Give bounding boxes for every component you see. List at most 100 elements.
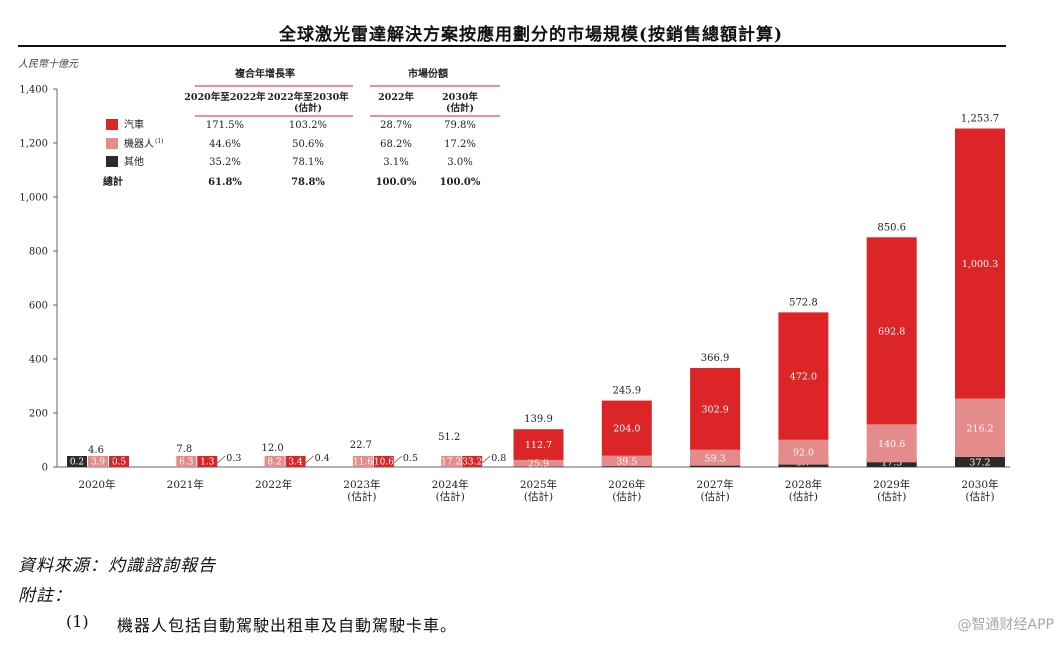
- bar-total-label: 4.6: [88, 445, 104, 456]
- total-row-value: 100.0%: [376, 177, 417, 188]
- legend-swatch: [106, 138, 118, 149]
- x-tick-label: 2023年: [343, 478, 380, 491]
- y-tick-label: 1,400: [19, 85, 48, 96]
- leader-line: [108, 455, 120, 464]
- bar-value-label: 10.6: [374, 458, 394, 468]
- bar-total-label: 1,253.7: [961, 114, 999, 125]
- bar-segment-auto: [866, 237, 917, 425]
- y-tick-label: 400: [29, 355, 48, 366]
- y-tick-label: 1,000: [19, 193, 48, 204]
- total-row-value: 61.8%: [208, 177, 242, 188]
- table-value: 79.8%: [444, 120, 476, 131]
- x-tick-sublabel: (估計): [877, 490, 906, 503]
- table-value: 103.2%: [289, 120, 327, 131]
- x-tick-label: 2024年: [432, 478, 469, 491]
- bar-value-label: 1,000.3: [962, 259, 998, 270]
- title-rule: [18, 45, 1006, 47]
- chart-title: 全球激光雷達解決方案按應用劃分的市場規模(按銷售總額計算): [278, 25, 784, 45]
- other-value-label: 0.8: [491, 453, 506, 464]
- other-value-label: 0.3: [226, 453, 241, 464]
- x-tick-label: 2020年: [78, 478, 115, 491]
- bar-segment-robot: [690, 449, 741, 466]
- bar-segment-auto: [462, 456, 483, 467]
- x-tick-label: 2028年: [785, 478, 822, 491]
- bar-total-label: 22.7: [350, 440, 372, 451]
- table-value: 17.2%: [444, 139, 476, 150]
- bar-value-label: 216.2: [966, 423, 993, 434]
- leader-line: [305, 455, 314, 464]
- bar-value-label: 6.3: [179, 458, 194, 468]
- bar-value-label: 33.2: [462, 458, 482, 468]
- x-tick-sublabel: (估計): [789, 490, 818, 503]
- bar-segment-auto: [373, 456, 394, 467]
- legend-swatch: [106, 119, 118, 130]
- leader-line: [481, 455, 491, 464]
- column-header: 2020年至2022年: [184, 91, 266, 103]
- watermark: @智通财经APP: [957, 617, 1054, 633]
- x-tick-label: 2027年: [696, 478, 733, 491]
- bar-value-label: 39.5: [616, 456, 637, 467]
- bar-segment-robot: [778, 439, 829, 465]
- bar-value-label: 37.2: [969, 458, 990, 469]
- table-value: 28.7%: [380, 120, 412, 131]
- bar-value-label: 1.3: [200, 458, 215, 468]
- bar-value-label: 204.0: [613, 424, 640, 435]
- x-tick-sublabel: (估計): [436, 490, 465, 503]
- notes-heading: 附註：: [18, 586, 72, 606]
- bar-value-label: 17.2: [441, 458, 461, 468]
- cagr-header: 複合年增長率: [234, 67, 295, 80]
- x-tick-label: 2025年: [520, 478, 557, 491]
- y-tick-label: 200: [29, 409, 48, 420]
- table-value: 171.5%: [206, 120, 244, 131]
- stacked-bar-chart: 人民幣十億元 0 200 400 600 800 1,000 1,200 1,400 2020年 0…: [18, 58, 1010, 503]
- bar-value-label: 302.9: [701, 404, 728, 415]
- bar-segment-auto: [513, 429, 564, 460]
- bar-value-label: 472.0: [790, 372, 817, 383]
- x-tick-sublabel: (估計): [612, 490, 641, 503]
- total-row-label: 總計: [103, 175, 123, 188]
- x-tick-sublabel: (估計): [347, 490, 376, 503]
- total-row-value: 78.8%: [291, 177, 325, 188]
- bar-segment-auto: [601, 400, 652, 456]
- x-tick-label: 2026年: [608, 478, 645, 491]
- bar-value-label: 0.2: [70, 458, 84, 468]
- bar-segment-auto: [778, 312, 829, 440]
- bar-total-label: 850.6: [877, 222, 906, 233]
- bar-segment-robot: [264, 456, 285, 467]
- legend-label: 其他: [124, 155, 144, 168]
- bar-value-label: 17.3: [881, 458, 902, 469]
- table-value: 35.2%: [209, 157, 241, 168]
- bar-total-label: 12.0: [261, 443, 283, 454]
- leader-line: [393, 455, 403, 464]
- column-header-sub: (估計): [446, 102, 474, 114]
- x-tick-sublabel: (估計): [700, 490, 729, 503]
- bar-value-label: 8.2: [267, 458, 281, 468]
- y-tick-label: 800: [29, 247, 48, 258]
- table-value: 50.6%: [292, 139, 324, 150]
- bar-segment-other: [955, 456, 1005, 467]
- table-value: 68.2%: [380, 139, 412, 150]
- bar-segment-auto: [955, 128, 1005, 399]
- bar-total-label: 51.2: [438, 432, 460, 443]
- bar-segment-auto: [690, 367, 741, 450]
- y-axis-unit-label: 人民幣十億元: [18, 58, 79, 70]
- source-note: 資料來源：灼識諮詢報告: [18, 556, 216, 576]
- legend-swatch: [106, 156, 118, 167]
- x-tick-sublabel: (估計): [524, 490, 553, 503]
- bar-total-label: 7.8: [176, 444, 192, 455]
- table-value: 3.0%: [447, 157, 472, 168]
- bar-total-label: 572.8: [789, 297, 818, 308]
- bar-segment-robot: [352, 456, 373, 467]
- bar-value-label: 59.3: [705, 453, 726, 464]
- bar-value-label: 11.6: [353, 458, 373, 468]
- footnote-number: (1): [66, 612, 89, 631]
- y-tick-label: 600: [29, 301, 48, 312]
- bar-value-label: 25.9: [528, 459, 549, 470]
- bar-segment-robot: [441, 456, 462, 467]
- column-header-sub: (估計): [294, 102, 322, 114]
- bar-value-label: 692.8: [878, 326, 905, 337]
- table-value: 78.1%: [292, 157, 324, 168]
- column-header: 2022年至2030年: [267, 91, 349, 103]
- bar-value-label: 3.9: [91, 458, 106, 468]
- x-tick-label: 2029年: [873, 478, 910, 491]
